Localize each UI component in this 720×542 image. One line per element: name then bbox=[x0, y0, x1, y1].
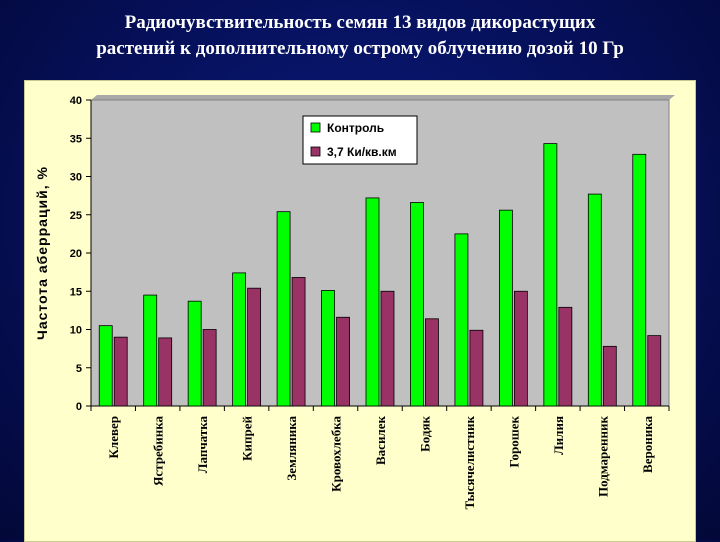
y-tick-label: 35 bbox=[70, 133, 82, 145]
bar-control-12 bbox=[587, 193, 602, 407]
bar-control-11 bbox=[543, 143, 558, 407]
slide-title-line-1: Радиочувствительность семян 13 видов дик… bbox=[124, 12, 596, 33]
bar-irradiated-3 bbox=[202, 329, 217, 407]
plot-area-top-shade bbox=[91, 95, 675, 100]
slide-title-line-2: растений к дополнительному острому облуч… bbox=[96, 38, 624, 59]
y-tick-label: 20 bbox=[70, 248, 82, 260]
bar-irradiated-11 bbox=[558, 306, 573, 407]
x-category-label: Ястребинка bbox=[151, 416, 166, 486]
y-tick-label: 10 bbox=[70, 325, 82, 337]
bar-irradiated-6 bbox=[336, 316, 350, 407]
bar-control-6 bbox=[321, 290, 335, 407]
x-category-label: Горошек bbox=[506, 415, 521, 467]
x-category-label: Вероника bbox=[640, 416, 655, 473]
bar-irradiated-13 bbox=[647, 335, 662, 407]
bar-control-4 bbox=[232, 272, 247, 407]
x-category-label: Лилия bbox=[551, 416, 566, 455]
x-category-label: Клевер bbox=[106, 416, 121, 459]
bar-control-3 bbox=[187, 300, 202, 407]
bar-irradiated-9 bbox=[469, 329, 484, 407]
x-category-label: Тысячелистник bbox=[462, 416, 477, 510]
bar-control-8 bbox=[410, 202, 424, 407]
legend-box bbox=[302, 115, 418, 165]
legend-swatch-1 bbox=[310, 122, 321, 133]
bar-control-9 bbox=[454, 233, 469, 407]
y-tick-label: 5 bbox=[76, 363, 82, 375]
bar-irradiated-12 bbox=[602, 345, 617, 407]
x-category-label: Кровохлебка bbox=[329, 416, 344, 492]
bar-irradiated-10 bbox=[513, 290, 528, 407]
x-category-label: Василек bbox=[373, 416, 388, 465]
y-tick-label: 0 bbox=[76, 401, 82, 413]
bar-control-1 bbox=[98, 325, 113, 407]
x-category-label: Бодяк bbox=[417, 415, 432, 451]
slide-title: Радиочувствительность семян 13 видов дик… bbox=[0, 10, 720, 62]
bar-irradiated-5 bbox=[291, 277, 306, 407]
legend-label-1: Контроль bbox=[327, 121, 384, 135]
y-axis-title: Частота аберраций, % bbox=[34, 166, 50, 340]
legend-label-2: 3,7 Ки/кв.км bbox=[327, 145, 397, 159]
bar-irradiated-8 bbox=[425, 318, 439, 407]
x-category-label: Кипрей bbox=[240, 415, 255, 460]
bar-irradiated-4 bbox=[247, 287, 262, 407]
y-tick-label: 30 bbox=[70, 172, 82, 184]
bar-irradiated-1 bbox=[113, 336, 128, 407]
y-tick-label: 40 bbox=[70, 95, 82, 107]
bar-control-5 bbox=[276, 211, 291, 407]
bar-control-10 bbox=[498, 209, 513, 407]
x-category-label: Подмаренник bbox=[595, 415, 610, 497]
x-category-label: Земляника bbox=[284, 416, 299, 481]
bar-chart: 0 5 10 15 20 25 30 35 40 Частота аберраций, % Клев… bbox=[34, 95, 675, 510]
legend-swatch-2 bbox=[310, 146, 321, 157]
x-category-label: Лапчатка bbox=[195, 416, 210, 474]
y-tick-label: 25 bbox=[70, 210, 82, 222]
y-tick-label: 15 bbox=[70, 286, 82, 298]
bar-irradiated-2 bbox=[158, 337, 173, 407]
bar-control-7 bbox=[365, 197, 380, 407]
bar-control-13 bbox=[632, 153, 647, 407]
bar-control-2 bbox=[143, 294, 158, 407]
bar-irradiated-7 bbox=[380, 290, 395, 407]
